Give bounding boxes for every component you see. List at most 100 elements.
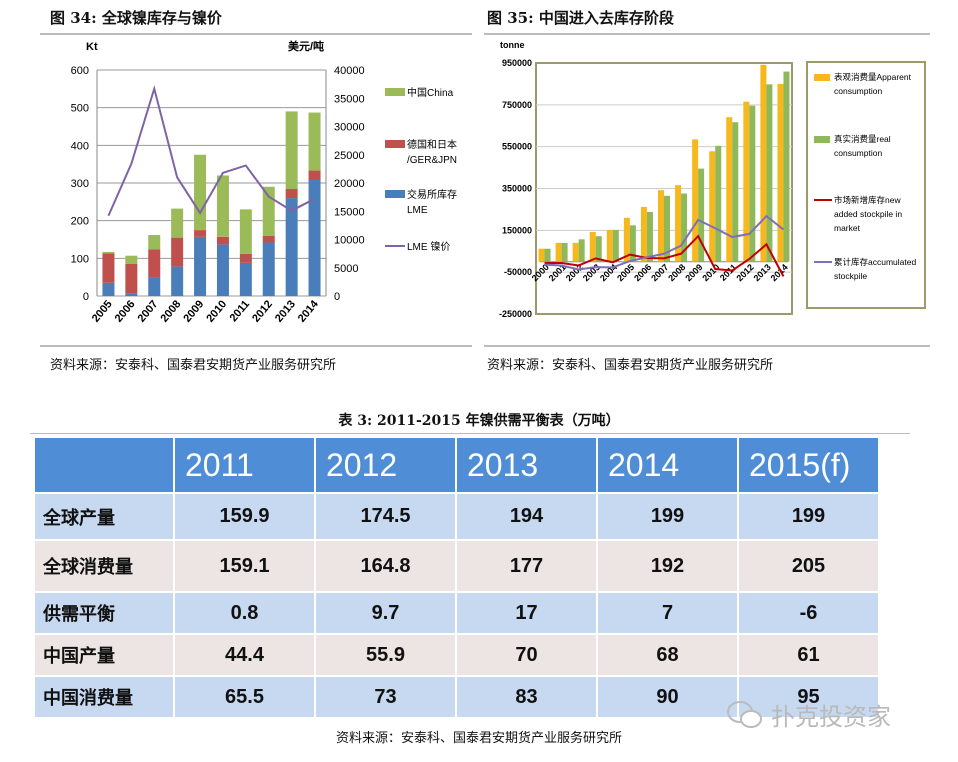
cell: 205 [737,539,880,593]
header-cell: 2015(f) [737,436,880,494]
legend-swatch [814,136,830,143]
legend-box [806,61,926,309]
bar-德国和日本/GER&JPN [308,170,321,180]
bar-表观消费量Apparent consumption [658,190,664,262]
y-tick-label: 150000 [502,225,532,235]
cell: 159.1 [173,539,316,593]
y2-axis-title: 美元/吨 [288,39,324,53]
bar-真实消费量real consumption [612,229,619,262]
bar-德国和日本/GER&JPN [285,189,298,199]
legend-label: /GER&JPN [407,155,457,166]
cell: 177 [455,539,598,593]
y2-tick-label: 15000 [334,206,365,218]
cell: 0.8 [173,591,316,635]
cell: 199 [737,492,880,541]
row-label: 中国消费量 [33,675,175,719]
bar-中国China [194,154,207,231]
row-label: 供需平衡 [33,591,175,635]
legend-label: added stockpile in [834,209,902,219]
legend-label: 德国和日本 [407,138,457,151]
cell: 164.8 [314,539,457,593]
divider [484,345,930,347]
cell: 194 [455,492,598,541]
y2-tick-label: 35000 [334,93,365,105]
bar-真实消费量real consumption [664,195,670,262]
bar-中国China [102,251,115,254]
figure-34-source: 资料来源：安泰科、国泰君安期货产业服务研究所 [50,358,337,373]
table-row: 全球产量 159.9 174.5 194 199 199 [33,492,880,541]
bar-德国和日本/GER&JPN [262,235,275,243]
header-cell [33,436,175,494]
table-source: 资料来源：安泰科、国泰君安期货产业服务研究所 [335,731,622,746]
nickel-balance-table: 2011 2012 2013 2014 2015(f) 全球产量 159.9 1… [33,436,880,719]
y-tick-label: -250000 [499,309,532,319]
bar-真实消费量real consumption [595,236,602,262]
bar-交易所库存LME [171,266,184,296]
legend-swatch [385,140,405,148]
bar-交易所库存LME [194,236,207,296]
bar-表观消费量Apparent consumption [640,206,647,262]
cell: 73 [314,675,457,719]
bar-表观消费量Apparent consumption [726,117,733,262]
bar-德国和日本/GER&JPN [102,253,115,283]
header-cell: 2011 [173,436,316,494]
y-axis-title: Kt [86,41,98,53]
bar-表观消费量Apparent consumption [623,217,630,262]
legend-label: market [834,223,861,233]
bar-表观消费量Apparent consumption [538,248,545,262]
bar-真实消费量real consumption [698,168,705,262]
header-cell: 2013 [455,436,598,494]
bar-中国China [171,208,184,238]
bar-真实消费量real consumption [578,239,585,262]
legend-label: 市场新增库存new [834,195,901,205]
row-label: 中国产量 [33,633,175,677]
divider [40,33,472,35]
table-header-row: 2011 2012 2013 2014 2015(f) [33,436,880,494]
bar-表观消费量Apparent consumption [572,242,579,262]
y-axis-title: tonne [500,40,525,50]
bar-真实消费量real consumption [783,71,790,262]
bar-交易所库存LME [102,282,115,296]
bar-表观消费量Apparent consumption [760,64,767,262]
table-row: 全球消费量 159.1 164.8 177 192 205 [33,539,880,593]
cell: 159.9 [173,492,316,541]
bar-德国和日本/GER&JPN [239,253,252,263]
divider [40,345,472,347]
y2-tick-label: 30000 [334,122,365,134]
bar-真实消费量real consumption [749,105,756,262]
cell: 17 [455,591,598,635]
divider [484,33,930,35]
table-row: 中国消费量 65.5 73 83 90 95 [33,675,880,719]
y-tick-label: 0 [83,291,89,303]
header-cell: 2014 [596,436,739,494]
cell: 9.7 [314,591,457,635]
legend-label: 累计库存accumulated [834,257,916,267]
cell: 55.9 [314,633,457,677]
bar-真实消费量real consumption [766,84,773,262]
bar-真实消费量real consumption [629,225,636,262]
bar-德国和日本/GER&JPN [216,236,229,245]
bar-交易所库存LME [125,293,138,296]
line-累计库存accumulated stockpile [544,214,785,271]
wechat-icon [727,700,762,728]
bar-表观消费量Apparent consumption [692,139,699,262]
bar-交易所库存LME [216,244,229,296]
bar-中国China [285,111,298,190]
header-cell: 2012 [314,436,457,494]
y-tick-label: -50000 [504,267,532,277]
bar-交易所库存LME [148,277,161,296]
y2-tick-label: 40000 [334,65,365,77]
table-caption: 表 3: 2011-2015 年镍供需平衡表（万吨） [338,413,620,429]
y-tick-label: 750000 [502,100,532,110]
bar-中国China [216,175,229,237]
bar-中国China [148,234,161,250]
figure-35-source: 资料来源：安泰科、国泰君安期货产业服务研究所 [487,358,774,373]
bar-真实消费量real consumption [561,242,568,262]
bar-表观消费量Apparent consumption [675,185,682,262]
line-LME 镍价 [107,84,316,217]
watermark: 扑克投资家 [725,697,891,732]
cell: 7 [596,591,739,635]
china-destocking-chart: -250000 -50000 150000 350000 550000 750000 950… [499,40,926,319]
bar-交易所库存LME [308,179,321,296]
bar-表观消费量Apparent consumption [606,229,613,262]
